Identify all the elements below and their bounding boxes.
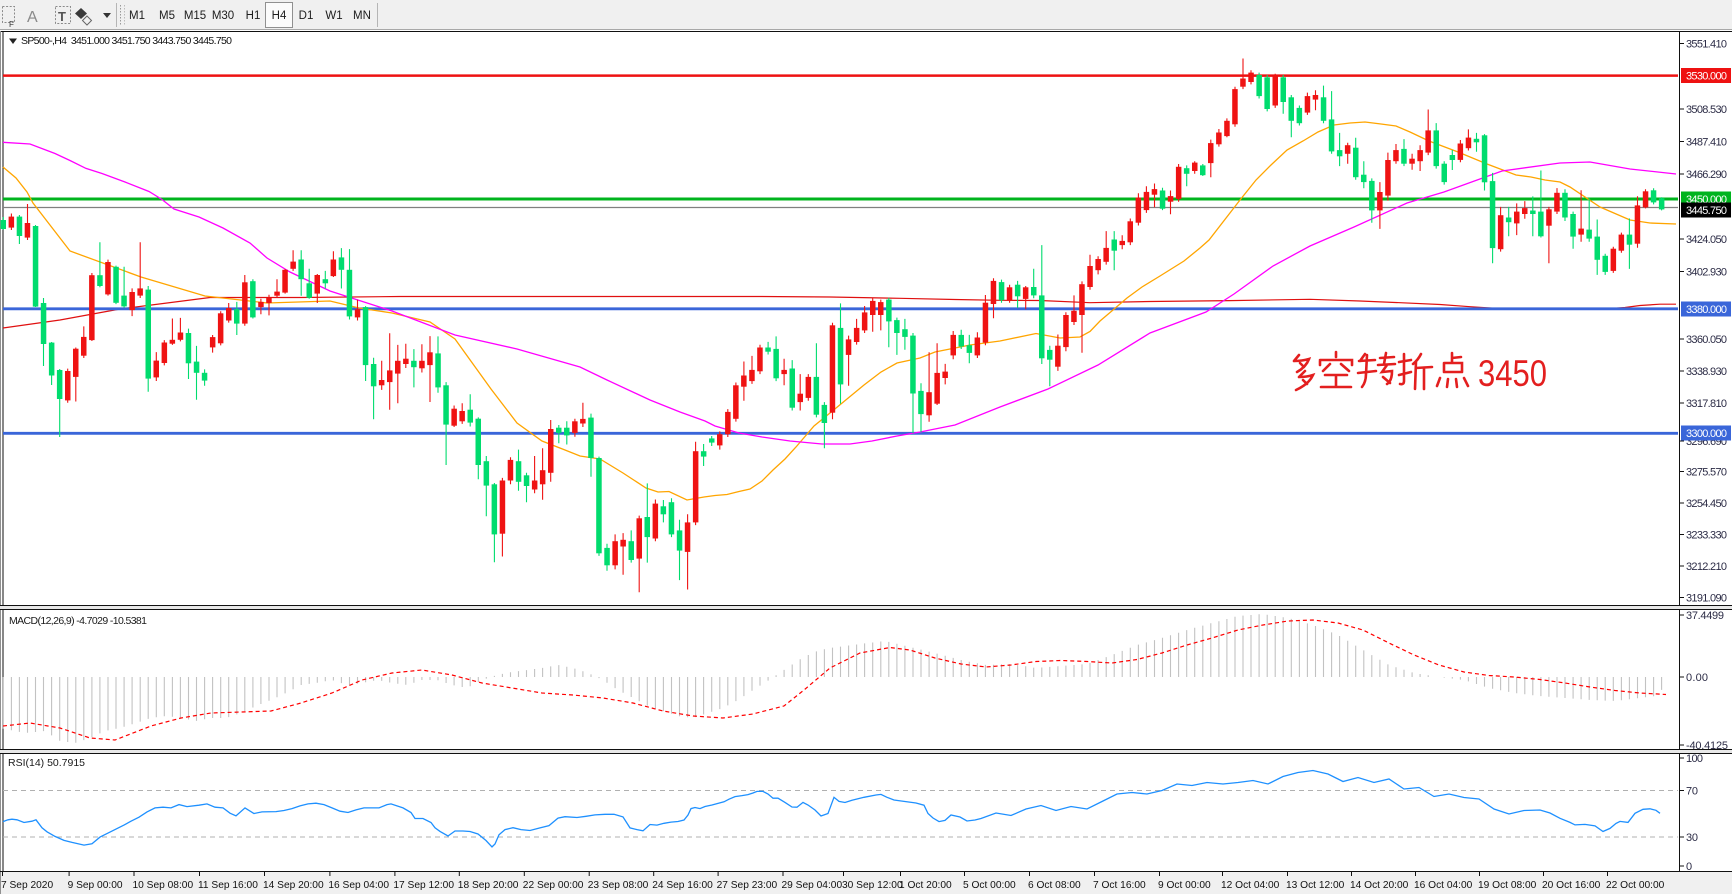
svg-text:1 Oct 20:00: 1 Oct 20:00: [899, 880, 952, 891]
svg-text:12 Oct 04:00: 12 Oct 04:00: [1221, 880, 1280, 891]
svg-text:16 Oct 04:00: 16 Oct 04:00: [1414, 880, 1473, 891]
svg-text:F: F: [9, 20, 14, 29]
svg-text:29 Sep 04:00: 29 Sep 04:00: [782, 880, 843, 891]
svg-text:19 Oct 08:00: 19 Oct 08:00: [1478, 880, 1537, 891]
svg-text:3424.050: 3424.050: [1686, 234, 1727, 246]
svg-text:100: 100: [1686, 753, 1703, 765]
svg-text:9 Oct 00:00: 9 Oct 00:00: [1158, 880, 1211, 891]
svg-text:10 Sep 08:00: 10 Sep 08:00: [133, 880, 194, 891]
svg-text:3508.530: 3508.530: [1686, 104, 1727, 116]
svg-text:A: A: [27, 9, 38, 26]
svg-text:SP500-,H4 3451.000 3451.750 3: SP500-,H4 3451.000 3451.750 3443.750 344…: [21, 35, 232, 47]
svg-text:24 Sep 16:00: 24 Sep 16:00: [652, 880, 713, 891]
svg-text:W1: W1: [325, 10, 342, 22]
svg-text:5 Oct 00:00: 5 Oct 00:00: [963, 880, 1016, 891]
svg-text:3402.930: 3402.930: [1686, 266, 1727, 278]
svg-text:MN: MN: [353, 10, 371, 22]
svg-text:27 Sep 23:00: 27 Sep 23:00: [717, 880, 778, 891]
svg-text:18 Sep 20:00: 18 Sep 20:00: [458, 880, 519, 891]
svg-text:30 Sep 12:00: 30 Sep 12:00: [842, 880, 903, 891]
svg-text:3445.750: 3445.750: [1686, 205, 1727, 217]
svg-text:RSI(14) 50.7915: RSI(14) 50.7915: [8, 757, 85, 769]
svg-text:13 Oct 12:00: 13 Oct 12:00: [1286, 880, 1345, 891]
svg-text:H1: H1: [246, 10, 261, 22]
svg-text:MACD(12,26,9) -4.7029 -10.5381: MACD(12,26,9) -4.7029 -10.5381: [9, 615, 147, 627]
svg-text:3300.000: 3300.000: [1686, 428, 1727, 440]
svg-text:6 Oct 08:00: 6 Oct 08:00: [1028, 880, 1081, 891]
svg-text:D1: D1: [299, 10, 314, 22]
svg-text:16 Sep 04:00: 16 Sep 04:00: [328, 880, 389, 891]
svg-text:20 Oct 16:00: 20 Oct 16:00: [1542, 880, 1601, 891]
svg-text:0: 0: [1686, 861, 1692, 873]
svg-text:9 Sep 00:00: 9 Sep 00:00: [68, 880, 123, 891]
svg-text:3530.000: 3530.000: [1686, 70, 1727, 82]
svg-text:3551.410: 3551.410: [1686, 38, 1727, 50]
svg-text:17 Sep 12:00: 17 Sep 12:00: [393, 880, 454, 891]
svg-text:-40.4125: -40.4125: [1686, 740, 1728, 752]
svg-text:30: 30: [1686, 832, 1698, 844]
svg-text:3466.290: 3466.290: [1686, 169, 1727, 181]
svg-text:3487.410: 3487.410: [1686, 136, 1727, 148]
svg-text:3191.090: 3191.090: [1686, 592, 1727, 604]
svg-text:3380.000: 3380.000: [1686, 304, 1727, 316]
svg-text:3317.810: 3317.810: [1686, 398, 1727, 410]
svg-text:37.4499: 37.4499: [1686, 610, 1724, 622]
svg-text:3254.450: 3254.450: [1686, 498, 1727, 510]
svg-text:3212.210: 3212.210: [1686, 561, 1727, 573]
svg-text:14 Sep 20:00: 14 Sep 20:00: [263, 880, 324, 891]
svg-text:M1: M1: [129, 10, 145, 22]
svg-text:22 Sep 00:00: 22 Sep 00:00: [523, 880, 584, 891]
svg-text:M15: M15: [184, 10, 206, 22]
svg-text:H4: H4: [272, 10, 287, 22]
svg-text:3233.330: 3233.330: [1686, 529, 1727, 541]
svg-text:70: 70: [1686, 785, 1698, 797]
svg-text:0.00: 0.00: [1686, 672, 1708, 684]
svg-text:11 Sep 16:00: 11 Sep 16:00: [198, 880, 258, 891]
svg-text:7 Oct 16:00: 7 Oct 16:00: [1093, 880, 1146, 891]
svg-text:22 Oct 00:00: 22 Oct 00:00: [1606, 880, 1665, 891]
svg-text:M5: M5: [159, 10, 175, 22]
svg-text:7 Sep 2020: 7 Sep 2020: [1, 880, 53, 891]
svg-text:M30: M30: [212, 10, 234, 22]
svg-text:3338.930: 3338.930: [1686, 366, 1727, 378]
svg-text:3450: 3450: [1478, 353, 1547, 394]
svg-text:14 Oct 20:00: 14 Oct 20:00: [1350, 880, 1409, 891]
svg-text:23 Sep 08:00: 23 Sep 08:00: [588, 880, 649, 891]
svg-text:3360.050: 3360.050: [1686, 334, 1727, 346]
svg-text:3275.570: 3275.570: [1686, 466, 1727, 478]
svg-text:T: T: [58, 9, 66, 24]
